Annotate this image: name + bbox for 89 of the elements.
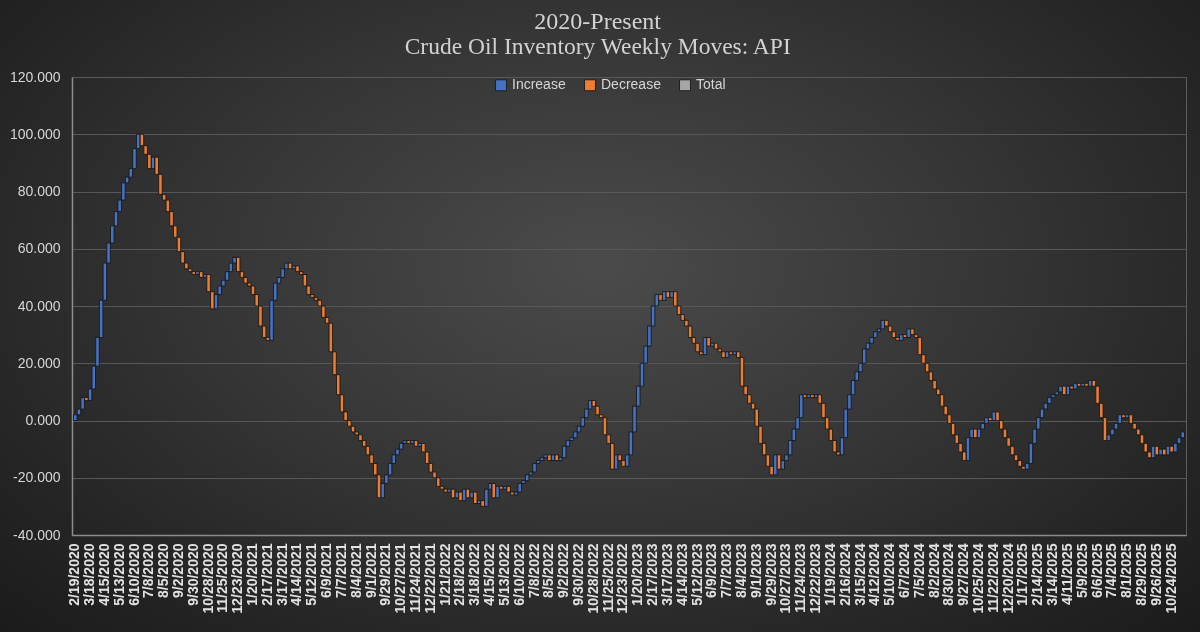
x-tick-label: 7/8/2020 bbox=[140, 543, 157, 598]
x-tick-label: 8/4/2023 bbox=[732, 543, 749, 598]
x-tick-label: 6/10/2022 bbox=[510, 543, 527, 606]
legend-label: Decrease bbox=[601, 76, 662, 93]
x-tick-label: 5/13/2022 bbox=[495, 543, 512, 606]
x-tick-label: 2/14/2025 bbox=[1029, 543, 1046, 606]
x-tick-label: 7/5/2024 bbox=[910, 543, 927, 598]
y-tick-label: 60.000 bbox=[17, 240, 61, 257]
x-tick-label: 9/2/2020 bbox=[169, 543, 186, 598]
y-tick-label: -40.000 bbox=[13, 526, 61, 543]
x-tick-label: 11/24/2023 bbox=[792, 543, 809, 613]
x-tick-label: 8/30/2024 bbox=[940, 543, 957, 606]
x-tick-label: 11/25/2020 bbox=[214, 543, 231, 613]
x-tick-label: 9/29/2021 bbox=[377, 543, 394, 606]
x-tick-label: 4/12/2024 bbox=[866, 543, 883, 606]
x-tick-label: 3/14/2025 bbox=[1044, 543, 1061, 606]
x-tick-label: 1/20/2023 bbox=[629, 543, 646, 606]
x-tick-label: 6/9/2021 bbox=[318, 543, 335, 598]
x-tick-label: 1/17/2025 bbox=[1014, 543, 1031, 606]
x-tick-label: 3/18/2020 bbox=[81, 543, 98, 606]
x-tick-label: 9/29/2023 bbox=[762, 543, 779, 606]
x-tick-label: 12/23/2020 bbox=[229, 543, 246, 614]
x-tick-label: 8/2/2024 bbox=[925, 543, 942, 598]
x-tick-label: 3/17/2023 bbox=[658, 543, 675, 606]
x-tick-label: 1/19/2024 bbox=[821, 543, 838, 606]
x-tick-label: 11/22/2024 bbox=[984, 543, 1001, 613]
x-tick-label: 4/11/2025 bbox=[1058, 543, 1075, 606]
chart-title: 2020-Present bbox=[534, 7, 662, 34]
x-tick-label: 1/20/2021 bbox=[244, 543, 261, 606]
x-tick-label: 5/13/2020 bbox=[110, 543, 127, 606]
y-tick-label: 100.000 bbox=[9, 125, 61, 142]
x-tick-label: 9/30/2022 bbox=[569, 543, 586, 606]
x-tick-label: 7/7/2021 bbox=[332, 543, 349, 598]
x-tick-label: 4/14/2023 bbox=[673, 543, 690, 606]
x-tick-label: 3/17/2021 bbox=[273, 543, 290, 606]
y-tick-label: -20.000 bbox=[13, 469, 61, 486]
x-tick-label: 2/18/2022 bbox=[451, 543, 468, 606]
x-tick-label: 10/28/2022 bbox=[584, 543, 601, 614]
x-tick-label: 5/12/2021 bbox=[303, 543, 320, 606]
y-tick-label: 20.000 bbox=[17, 354, 61, 371]
x-tick-label: 4/15/2020 bbox=[95, 543, 112, 606]
x-tick-label: 2/17/2023 bbox=[644, 543, 661, 606]
x-tick-label: 9/26/2025 bbox=[1147, 543, 1164, 606]
x-tick-label: 12/20/2024 bbox=[999, 543, 1016, 614]
y-tick-label: 40.000 bbox=[17, 297, 61, 314]
x-tick-label: 7/4/2025 bbox=[1103, 543, 1120, 598]
x-tick-label: 9/1/2023 bbox=[747, 543, 764, 598]
x-tick-label: 10/27/2023 bbox=[777, 543, 794, 614]
x-tick-label: 9/27/2024 bbox=[955, 543, 972, 606]
x-tick-label: 12/23/2022 bbox=[614, 543, 631, 614]
x-tick-label: 9/2/2022 bbox=[555, 543, 572, 598]
x-tick-label: 11/25/2022 bbox=[599, 543, 616, 613]
x-tick-label: 2/16/2024 bbox=[836, 543, 853, 606]
x-tick-label: 3/15/2024 bbox=[851, 543, 868, 606]
legend-label: Total bbox=[696, 76, 726, 93]
x-tick-label: 8/5/2022 bbox=[540, 543, 557, 598]
x-tick-label: 10/27/2021 bbox=[392, 543, 409, 614]
x-tick-label: 2/19/2020 bbox=[66, 543, 83, 606]
legend-label: Increase bbox=[512, 76, 566, 93]
x-tick-label: 8/29/2025 bbox=[1133, 543, 1150, 606]
chart-subtitle: Crude Oil Inventory Weekly Moves: API bbox=[404, 32, 791, 59]
y-tick-label: 0.000 bbox=[25, 412, 61, 428]
y-tick-label: 120.000 bbox=[9, 68, 61, 85]
x-tick-label: 7/8/2022 bbox=[525, 543, 542, 598]
x-tick-label: 11/24/2021 bbox=[407, 543, 424, 613]
y-tick-label: 80.000 bbox=[17, 183, 61, 199]
x-tick-label: 10/28/2020 bbox=[199, 543, 216, 614]
x-tick-label: 8/1/2025 bbox=[1118, 543, 1135, 598]
x-tick-label: 10/25/2024 bbox=[970, 543, 987, 614]
x-tick-label: 6/7/2024 bbox=[895, 543, 912, 598]
x-tick-label: 7/7/2023 bbox=[718, 543, 735, 598]
x-tick-label: 6/10/2020 bbox=[125, 543, 142, 606]
x-tick-label: 1/21/2022 bbox=[436, 543, 453, 606]
x-tick-label: 12/22/2021 bbox=[421, 543, 438, 614]
x-tick-label: 2/17/2021 bbox=[258, 543, 275, 606]
x-tick-label: 10/24/2025 bbox=[1162, 543, 1179, 614]
x-tick-label: 9/1/2021 bbox=[362, 543, 379, 598]
x-tick-label: 6/6/2025 bbox=[1088, 543, 1105, 598]
x-tick-label: 3/18/2022 bbox=[466, 543, 483, 606]
x-tick-label: 8/5/2020 bbox=[155, 543, 172, 598]
x-tick-label: 4/15/2022 bbox=[481, 543, 498, 606]
x-tick-label: 4/14/2021 bbox=[288, 543, 305, 606]
x-tick-label: 8/4/2021 bbox=[347, 543, 364, 598]
x-tick-label: 9/30/2020 bbox=[184, 543, 201, 606]
x-tick-label: 5/10/2024 bbox=[881, 543, 898, 606]
x-tick-label: 5/12/2023 bbox=[688, 543, 705, 606]
x-tick-label: 6/9/2023 bbox=[703, 543, 720, 598]
x-tick-label: 12/22/2023 bbox=[807, 543, 824, 614]
x-tick-label: 5/9/2025 bbox=[1073, 543, 1090, 598]
